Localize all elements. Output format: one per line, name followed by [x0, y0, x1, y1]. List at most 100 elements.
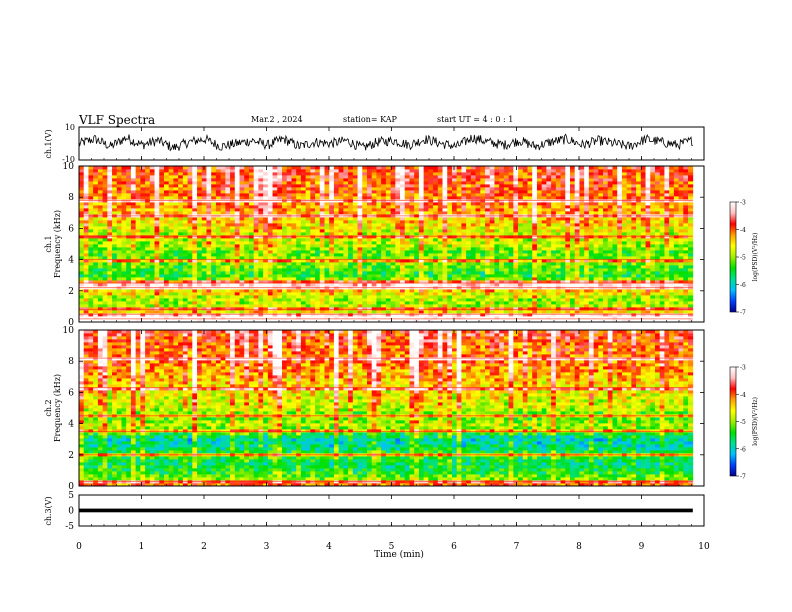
spectrogram-cell: [163, 178, 170, 182]
spectrogram-cell: [522, 232, 528, 236]
spectrogram-cell: [475, 289, 481, 293]
spectrogram-cell: [102, 217, 108, 221]
spectrogram-cell: [116, 268, 122, 272]
spectrogram-cell: [451, 280, 458, 284]
spectrogram-cell: [225, 217, 231, 221]
spectrogram-cell: [489, 208, 495, 212]
spectrogram-cell: [272, 271, 278, 275]
spectrogram-cell: [263, 175, 269, 179]
spectrogram-cell: [414, 226, 420, 230]
spectrogram-cell: [390, 238, 396, 242]
spectrogram-cell: [503, 166, 510, 170]
spectrogram-cell: [163, 208, 170, 212]
spectrogram-cell: [466, 229, 472, 233]
spectrogram-cell: [201, 190, 207, 194]
spectrogram-cell: [475, 190, 481, 194]
spectrogram-cell: [319, 244, 325, 248]
spectrogram-cell: [206, 247, 212, 251]
spectrogram-cell: [173, 241, 179, 245]
spectrogram-cell: [116, 292, 122, 296]
spectrogram-cell: [277, 265, 283, 269]
spectrogram-cell: [362, 280, 368, 284]
spectrogram-cell: [121, 313, 127, 317]
spectrogram-cell: [102, 247, 108, 251]
spectrogram-cell: [187, 310, 193, 314]
spectrogram-cell: [470, 271, 476, 275]
spectrogram-cell: [305, 289, 311, 293]
spectrogram-cell: [451, 292, 458, 296]
spectrogram-cell: [121, 295, 127, 299]
spectrogram-cell: [513, 196, 519, 200]
spectrogram-cell: [258, 190, 264, 194]
spectrogram-cell: [300, 175, 307, 179]
spectrogram-cell: [244, 313, 250, 317]
spectrogram-cell: [518, 217, 524, 221]
spectrogram-cell: [400, 175, 406, 179]
spectrogram-cell: [145, 307, 151, 311]
spectrogram-cell: [230, 226, 236, 230]
spectrogram-cell: [173, 223, 179, 227]
spectrogram-cell: [244, 205, 250, 209]
spectrogram-cell: [178, 205, 184, 209]
spectrogram-cell: [296, 256, 302, 260]
spectrogram-cell: [88, 289, 94, 293]
spectrogram-cell: [315, 292, 321, 296]
spectrogram-cell: [248, 220, 255, 224]
spectrogram-cell: [404, 271, 410, 275]
spectrogram-cell: [499, 259, 505, 263]
spectrogram-cell: [159, 217, 165, 221]
spectrogram-cell: [329, 256, 335, 260]
spectrogram-cell: [319, 196, 325, 200]
spectrogram-cell: [121, 181, 127, 185]
spectrogram-cell: [282, 232, 288, 236]
spectrogram-cell: [239, 211, 245, 215]
spectrogram-cell: [395, 181, 401, 185]
spectrogram-cell: [206, 265, 212, 269]
spectrogram-cell: [126, 292, 132, 296]
spectrogram-cell: [112, 169, 118, 173]
spectrogram-cell: [300, 301, 307, 305]
spectrogram-cell: [112, 268, 118, 272]
spectrogram-cell: [442, 250, 448, 254]
spectrogram-cell: [163, 223, 170, 227]
spectrogram-cell: [88, 301, 94, 305]
spectrogram-cell: [305, 316, 311, 320]
spectrogram-cell: [220, 259, 226, 263]
spectrogram-cell: [390, 166, 396, 170]
spectrogram-cell: [159, 250, 165, 254]
spectrogram-cell: [315, 253, 321, 257]
spectrogram-cell: [178, 283, 184, 287]
spectrogram-cell: [442, 253, 448, 257]
spectrogram-cell: [116, 301, 122, 305]
spectrogram-cell: [466, 226, 472, 230]
spectrogram-cell: [291, 223, 297, 227]
spectrogram-cell: [168, 259, 174, 263]
spectrogram-cell: [140, 181, 146, 185]
spectrogram-cell: [225, 202, 231, 206]
spectrogram-cell: [159, 229, 165, 233]
spectrogram-cell: [371, 190, 377, 194]
spectrogram-cell: [385, 304, 391, 308]
spectrogram-cell: [140, 220, 146, 224]
spectrogram-cell: [348, 175, 354, 179]
spectrogram-cell: [83, 274, 89, 278]
spectrogram-cell: [352, 169, 358, 173]
spectrogram-cell: [305, 166, 311, 170]
spectrogram-cell: [197, 232, 203, 236]
spectrogram-cell: [93, 196, 99, 200]
spectrogram-cell: [102, 298, 108, 302]
spectrogram-cell: [404, 283, 410, 287]
spectrogram-cell: [282, 205, 288, 209]
spectrogram-cell: [428, 247, 434, 251]
spectrogram-cell: [395, 232, 401, 236]
spectrogram-cell: [277, 166, 283, 170]
spectrogram-cell: [451, 259, 458, 263]
spectrogram-cell: [93, 250, 99, 254]
spectrogram-cell: [220, 313, 226, 317]
spectrogram-cell: [518, 232, 524, 236]
spectrogram-cell: [475, 193, 481, 197]
spectrogram-cell: [159, 256, 165, 260]
spectrogram-cell: [324, 187, 330, 191]
spectrogram-cell: [107, 196, 113, 200]
spectrogram-cell: [466, 175, 472, 179]
